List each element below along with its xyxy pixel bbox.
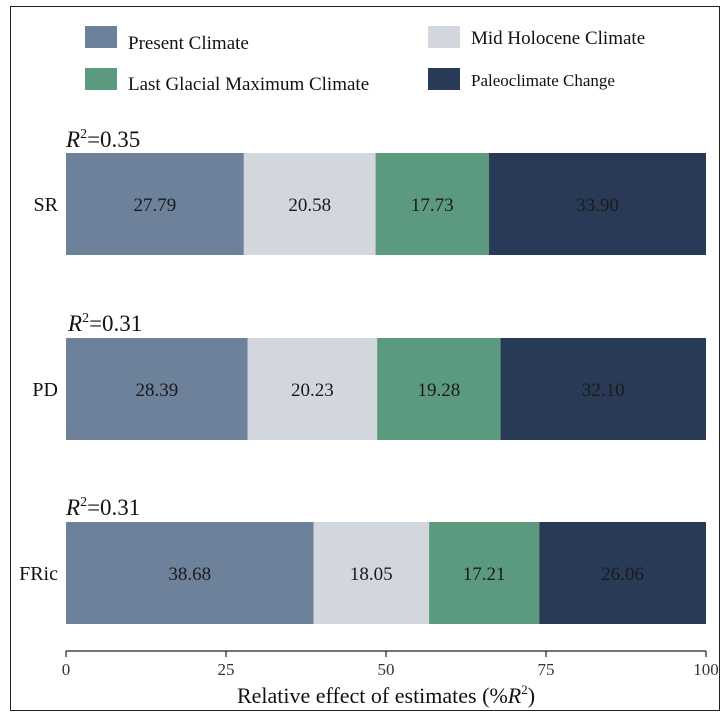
data-label-fric-3: 17.21 bbox=[463, 564, 506, 585]
legend-swatch-2 bbox=[428, 26, 460, 48]
legend-swatch-1 bbox=[85, 26, 117, 48]
data-label-pd-3: 19.28 bbox=[417, 380, 460, 401]
x-tick-label-100: 100 bbox=[693, 660, 719, 679]
r2-annotation-pd: R2=0.31 bbox=[67, 311, 142, 336]
category-label-pd: PD bbox=[32, 379, 58, 401]
data-label-fric-4: 26.06 bbox=[601, 564, 644, 585]
bar-sr-3 bbox=[375, 153, 490, 255]
x-axis-label: Relative effect of estimates (%R2) bbox=[237, 682, 535, 708]
r2-annotation-fric: R2=0.31 bbox=[65, 495, 140, 520]
chart-frame bbox=[10, 6, 720, 711]
r2-annotation-sr: R2=0.35 bbox=[65, 127, 140, 152]
bar-fric-2 bbox=[313, 522, 430, 624]
legend-label-3: Last Glacial Maximum Climate bbox=[128, 74, 369, 95]
bar-sr-1 bbox=[66, 153, 244, 255]
bar-pd-2 bbox=[247, 338, 378, 440]
data-label-pd-4: 32.10 bbox=[582, 380, 625, 401]
legend-label-2: Mid Holocene Climate bbox=[471, 28, 645, 49]
bar-pd-1 bbox=[66, 338, 248, 440]
data-label-fric-2: 18.05 bbox=[350, 564, 393, 585]
x-tick-label-50: 50 bbox=[378, 660, 395, 679]
data-label-sr-4: 33.90 bbox=[576, 195, 619, 216]
data-label-pd-1: 28.39 bbox=[135, 380, 178, 401]
legend-label-4: Paleoclimate Change bbox=[471, 71, 615, 90]
bar-sr-4 bbox=[489, 153, 706, 255]
bar-fric-4 bbox=[539, 522, 706, 624]
bar-pd-4 bbox=[500, 338, 706, 440]
legend-swatch-3 bbox=[85, 68, 117, 90]
x-tick-label-0: 0 bbox=[62, 660, 71, 679]
legend-label-1: Present Climate bbox=[128, 33, 249, 54]
bar-fric-3 bbox=[429, 522, 540, 624]
bar-fric-1 bbox=[66, 522, 314, 624]
data-label-fric-1: 38.68 bbox=[168, 564, 211, 585]
data-label-sr-1: 27.79 bbox=[134, 195, 177, 216]
data-label-sr-3: 17.73 bbox=[411, 195, 454, 216]
x-tick-label-75: 75 bbox=[538, 660, 555, 679]
data-label-sr-2: 20.58 bbox=[288, 195, 331, 216]
bar-sr-2 bbox=[243, 153, 376, 255]
category-label-fric: FRic bbox=[19, 563, 58, 585]
category-label-sr: SR bbox=[34, 194, 59, 216]
bar-pd-3 bbox=[377, 338, 501, 440]
legend-swatch-4 bbox=[428, 68, 460, 90]
data-label-pd-2: 20.23 bbox=[291, 380, 334, 401]
x-tick-label-25: 25 bbox=[218, 660, 235, 679]
